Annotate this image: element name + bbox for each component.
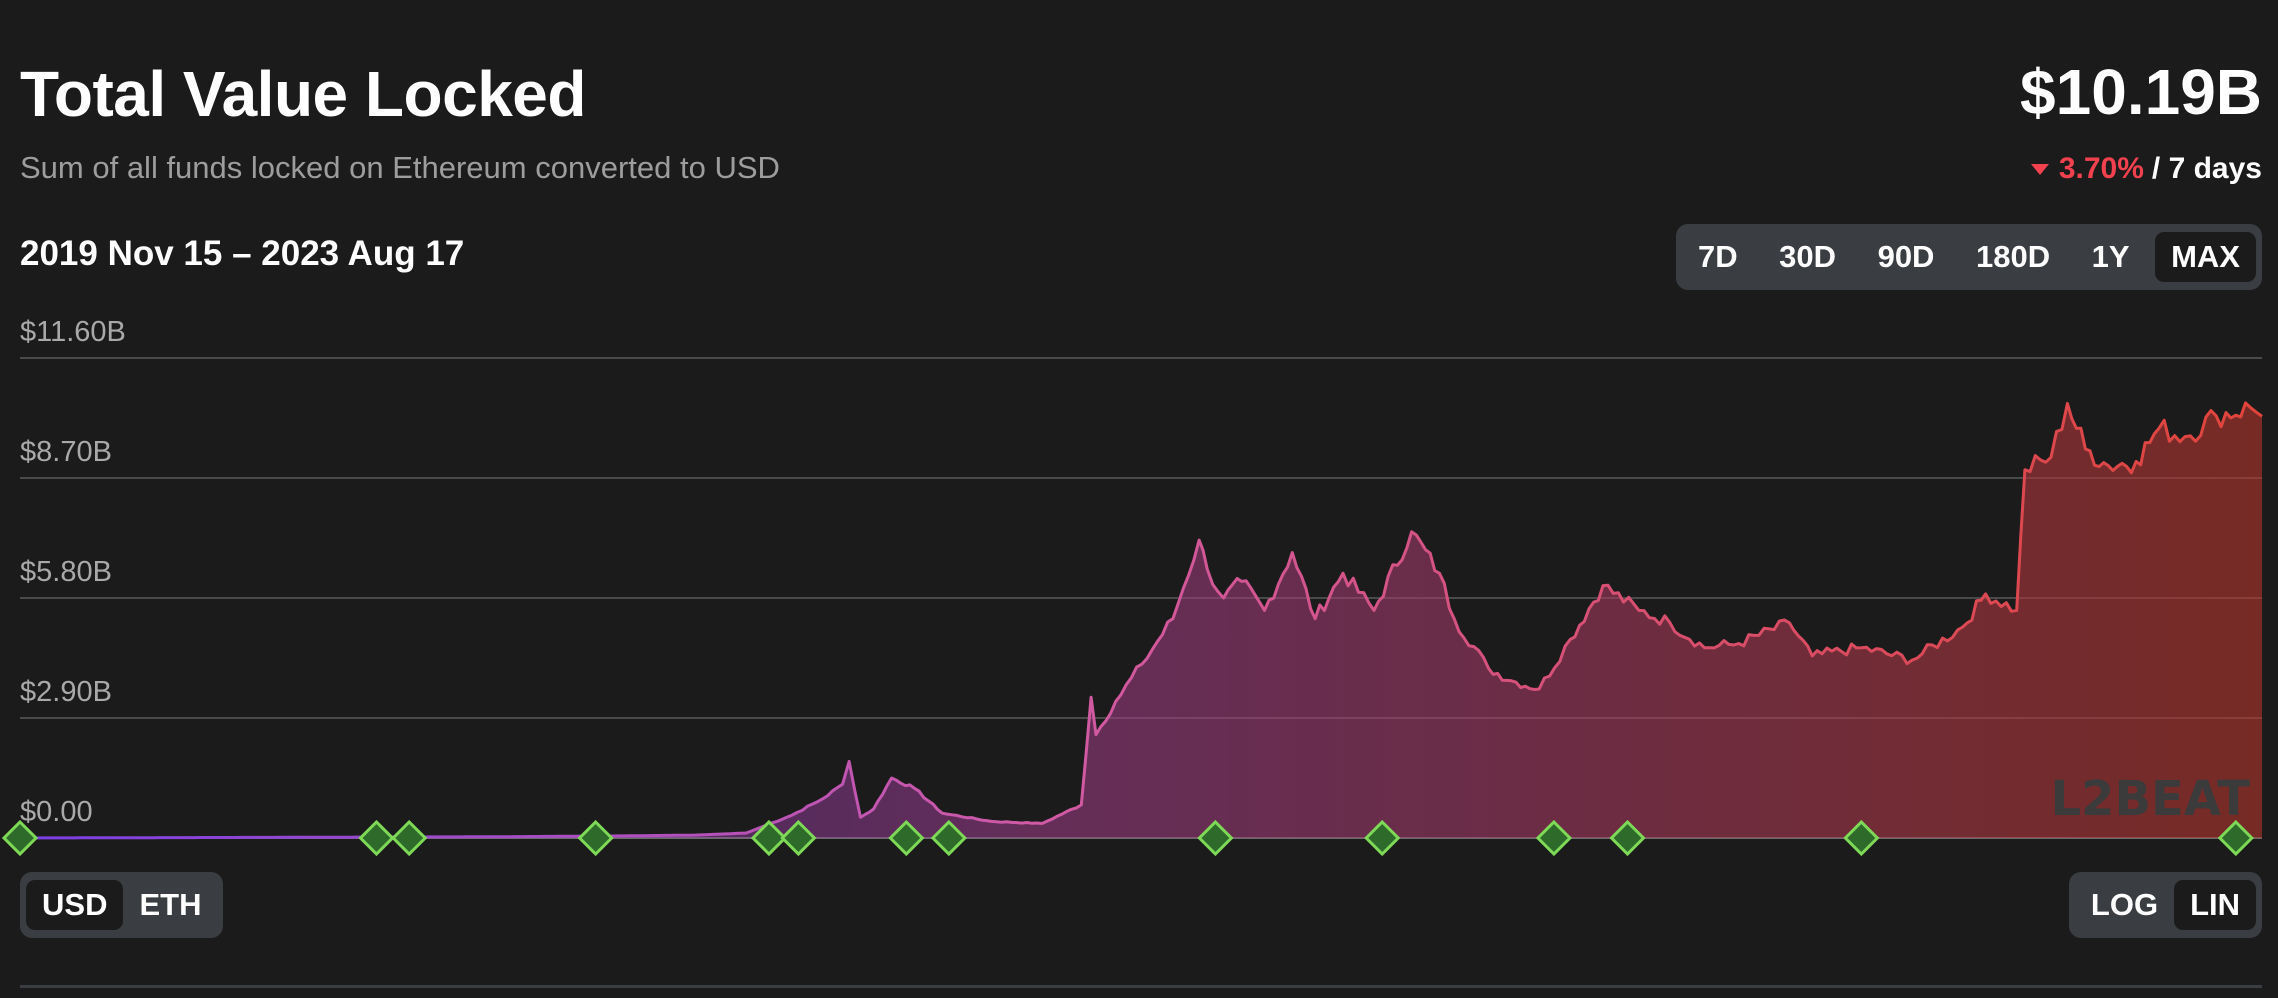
range-7d-button[interactable]: 7D [1698,239,1738,274]
currency-toggle: USD ETH [20,872,224,938]
divider [20,985,2262,988]
y-tick-label: $0.00 [20,796,93,828]
change-period: / 7 days [2151,152,2262,185]
milestone-marker[interactable] [2217,819,2254,857]
watermark-logo: L2BEAT [2050,771,2250,827]
lin-button[interactable]: LIN [2174,880,2256,930]
date-range: 2019 Nov 15 – 2023 Aug 17 [20,234,465,273]
milestone-marker[interactable] [1609,819,1646,857]
range-30d-button[interactable]: 30D [1779,239,1837,274]
y-tick-label: $11.60B [20,316,126,348]
milestone-marker[interactable] [1,819,39,857]
log-button[interactable]: LOG [2090,887,2159,922]
y-tick-label: $2.90B [20,676,112,708]
scale-toggle: LOG LIN [2068,872,2262,938]
page-title: Total Value Locked [20,58,586,130]
y-tick-label: $8.70B [20,436,112,468]
milestone-marker[interactable] [1535,819,1573,857]
milestone-marker[interactable] [750,819,788,857]
milestone-marker[interactable] [930,819,967,857]
page-subtitle: Sum of all funds locked on Ethereum conv… [20,150,780,185]
milestone-marker[interactable] [888,819,925,857]
tvl-change: 3.70% / 7 days [2030,152,2262,186]
milestone-marker[interactable] [358,819,395,857]
tvl-area [20,402,2262,838]
milestone-marker[interactable] [577,819,614,857]
range-max-button[interactable]: MAX [2155,232,2256,282]
milestone-marker[interactable] [391,819,428,857]
milestone-marker[interactable] [780,819,817,857]
arrow-down-icon [2030,163,2049,175]
time-range-selector: 7D 30D 90D 180D 1Y MAX [1676,224,2262,290]
range-180d-button[interactable]: 180D [1975,239,2051,274]
range-1y-button[interactable]: 1Y [2091,239,2130,274]
tvl-value: $10.19B [2020,56,2262,128]
range-90d-button[interactable]: 90D [1877,239,1935,274]
eth-button[interactable]: ETH [139,887,202,922]
milestone-marker[interactable] [1197,819,1234,857]
change-percent: 3.70% [2058,152,2144,185]
usd-button[interactable]: USD [26,880,124,930]
y-tick-label: $5.80B [20,556,112,588]
milestone-marker[interactable] [1364,819,1401,857]
milestone-marker[interactable] [1843,819,1880,857]
